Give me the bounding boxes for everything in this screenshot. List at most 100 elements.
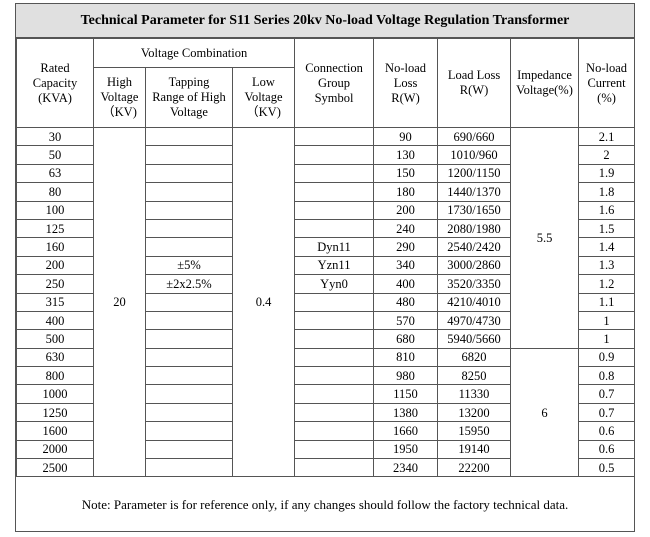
cell-noload-current: 1 (578, 329, 636, 349)
cell-noload-loss: 240 (373, 218, 439, 239)
cell-rated-capacity: 30 (16, 126, 94, 147)
cell-noload-loss: 180 (373, 182, 439, 202)
cell-noload-current: 0.7 (578, 402, 636, 423)
cell-noload-current: 1.9 (578, 163, 636, 184)
table-row: 80 180 1440/1370 1.8 (16, 182, 636, 202)
cell-rated-capacity: 2500 (16, 458, 94, 478)
header-voltage-combination: Voltage Combination (92, 37, 296, 69)
table-row: 400 570 4970/4730 1 (16, 310, 636, 331)
cell-noload-current: 0.9 (578, 347, 636, 368)
cell-tapping-range (145, 163, 233, 184)
cell-tapping-range (145, 237, 233, 257)
cell-load-loss: 15950 (437, 421, 512, 441)
header-noload-loss: No-load Loss R(W) (373, 38, 439, 128)
cell-low-voltage: 0.4 (231, 126, 296, 478)
cell-tapping-range (145, 347, 233, 368)
cell-rated-capacity: 100 (16, 200, 94, 220)
cell-noload-current: 1.1 (578, 292, 636, 312)
header-noload-current: No-load Current (%) (578, 38, 636, 128)
reference-note: Note: Parameter is for reference only, i… (81, 497, 569, 512)
cell-load-loss: 22200 (437, 458, 512, 478)
cell-noload-loss: 1380 (373, 402, 439, 423)
cell-tapping-range (145, 439, 233, 460)
cell-rated-capacity: 500 (16, 329, 94, 349)
header-impedance-voltage: Impedance Voltage(%) (510, 38, 580, 128)
cell-noload-loss: 810 (373, 347, 439, 368)
cell-connection-group (294, 310, 375, 331)
cell-connection-group (294, 421, 375, 441)
cell-noload-current: 0.8 (578, 366, 636, 386)
cell-load-loss: 1730/1650 (437, 200, 512, 220)
header-load-loss: Load Loss R(W) (437, 38, 512, 128)
cell-noload-loss: 150 (373, 163, 439, 184)
cell-load-loss: 8250 (437, 366, 512, 386)
cell-tapping-range (145, 145, 233, 165)
cell-load-loss: 13200 (437, 402, 512, 423)
parameter-table: Rated Capacity (KVA) Voltage Combination… (16, 37, 636, 478)
cell-load-loss: 4970/4730 (437, 310, 512, 331)
cell-connection-group (294, 329, 375, 349)
cell-rated-capacity: 160 (16, 237, 94, 257)
cell-noload-current: 0.5 (578, 458, 636, 478)
table-row: 50 130 1010/960 2 (16, 145, 636, 165)
table-body: 30 20 0.4 90 690/660 5.5 2.1 50 130 1010/960 2 63 15… (16, 126, 636, 478)
cell-load-loss: 1010/960 (437, 145, 512, 165)
cell-connection-group: Yyn0 (294, 274, 375, 294)
cell-tapping-range (145, 458, 233, 478)
cell-tapping-range (145, 366, 233, 386)
cell-connection-group (294, 182, 375, 202)
cell-tapping-range: ±5% (145, 255, 233, 276)
cell-load-loss: 4210/4010 (437, 292, 512, 312)
cell-tapping-range (145, 200, 233, 220)
cell-noload-current: 1.3 (578, 255, 636, 276)
cell-noload-current: 0.6 (578, 421, 636, 441)
cell-connection-group (294, 384, 375, 404)
cell-rated-capacity: 1250 (16, 402, 94, 423)
table-row: 2500 2340 22200 0.5 (16, 458, 636, 478)
cell-noload-current: 0.7 (578, 384, 636, 404)
cell-noload-loss: 90 (373, 126, 439, 147)
cell-noload-loss: 980 (373, 366, 439, 386)
cell-tapping-range (145, 292, 233, 312)
cell-load-loss: 11330 (437, 384, 512, 404)
cell-connection-group (294, 366, 375, 386)
cell-connection-group (294, 347, 375, 368)
cell-noload-current: 1.2 (578, 274, 636, 294)
cell-impedance-voltage: 5.5 (510, 127, 580, 349)
cell-noload-loss: 200 (373, 200, 439, 220)
cell-load-loss: 3520/3350 (437, 274, 512, 294)
cell-noload-current: 2.1 (578, 126, 636, 147)
table-row: 30 20 0.4 90 690/660 5.5 2.1 (16, 126, 636, 478)
cell-rated-capacity: 1000 (16, 384, 94, 404)
cell-rated-capacity: 315 (16, 292, 94, 312)
cell-noload-loss: 680 (373, 329, 439, 349)
cell-rated-capacity: 2000 (16, 439, 94, 460)
cell-tapping-range (145, 402, 233, 423)
table-row: 1250 1380 13200 0.7 (16, 402, 636, 423)
cell-noload-loss: 290 (373, 237, 439, 257)
cell-noload-loss: 1150 (373, 384, 439, 404)
cell-noload-loss: 130 (373, 145, 439, 165)
header-tapping-range: Tapping Range of High Voltage (145, 67, 233, 128)
cell-rated-capacity: 200 (16, 255, 94, 276)
cell-connection-group (294, 402, 375, 423)
cell-load-loss: 3000/2860 (437, 255, 512, 276)
cell-connection-group (294, 218, 375, 239)
cell-tapping-range (145, 126, 233, 147)
cell-tapping-range (145, 421, 233, 441)
cell-connection-group (294, 126, 375, 147)
cell-load-loss: 2080/1980 (437, 218, 512, 239)
cell-connection-group (294, 200, 375, 220)
cell-load-loss: 1440/1370 (437, 182, 512, 202)
cell-high-voltage: 20 (93, 126, 146, 478)
cell-tapping-range: ±2x2.5% (145, 274, 233, 294)
cell-connection-group (294, 145, 375, 165)
cell-tapping-range (145, 182, 233, 202)
cell-connection-group: Yzn11 (294, 255, 375, 276)
cell-connection-group (294, 292, 375, 312)
cell-rated-capacity: 50 (16, 145, 94, 165)
cell-load-loss: 690/660 (437, 126, 512, 147)
cell-connection-group (294, 458, 375, 478)
cell-impedance-voltage: 6 (510, 347, 580, 478)
cell-load-loss: 1200/1150 (437, 163, 512, 184)
